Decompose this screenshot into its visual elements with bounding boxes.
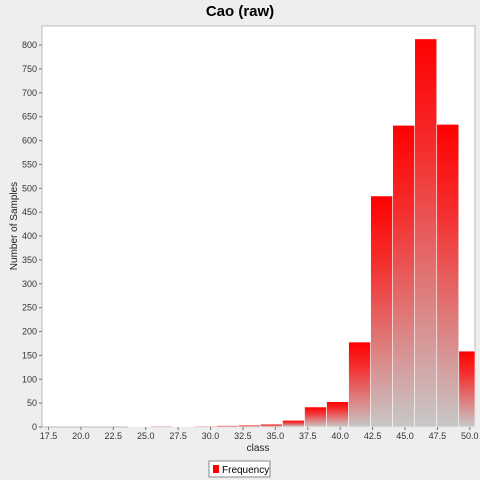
y-tick-label: 250 bbox=[22, 303, 37, 313]
y-axis-title: Number of Samples bbox=[9, 182, 20, 270]
y-tick-label: 100 bbox=[22, 374, 37, 384]
histogram-bar bbox=[171, 426, 195, 428]
y-tick-label: 750 bbox=[22, 64, 37, 74]
histogram-bar bbox=[194, 425, 217, 428]
y-tick-label: 550 bbox=[22, 159, 37, 169]
y-axis: 0 50 100 150 200 250 300 350 400 450 500 550 600 650 7… bbox=[22, 40, 42, 432]
histogram-bar bbox=[392, 124, 416, 428]
histogram-bar bbox=[216, 425, 239, 428]
x-tick-label: 22.5 bbox=[105, 431, 123, 441]
x-tick-label: 20.0 bbox=[72, 431, 90, 441]
histogram-bar bbox=[436, 124, 460, 428]
y-tick-label: 400 bbox=[22, 231, 37, 241]
bars-group bbox=[127, 38, 476, 428]
legend-swatch bbox=[213, 465, 219, 473]
x-tick-label: 25.0 bbox=[137, 431, 155, 441]
histogram-bar bbox=[238, 424, 261, 428]
y-tick-label: 200 bbox=[22, 327, 37, 337]
y-tick-label: 300 bbox=[22, 279, 37, 289]
y-tick-label: 350 bbox=[22, 255, 37, 265]
histogram-bar bbox=[282, 420, 305, 428]
x-tick-label: 37.5 bbox=[299, 431, 317, 441]
x-tick-label: 42.5 bbox=[364, 431, 382, 441]
legend: Frequency bbox=[208, 460, 271, 478]
y-tick-label: 450 bbox=[22, 207, 37, 217]
histogram-bar bbox=[370, 195, 393, 428]
y-tick-label: 700 bbox=[22, 88, 37, 98]
y-tick-label: 600 bbox=[22, 136, 37, 146]
histogram-bar bbox=[127, 426, 151, 428]
x-axis-title: class bbox=[247, 443, 270, 454]
x-tick-label: 40.0 bbox=[331, 431, 349, 441]
y-tick-label: 650 bbox=[22, 112, 37, 122]
x-tick-label: 50.0 bbox=[461, 431, 479, 441]
histogram-bar bbox=[348, 341, 371, 428]
histogram-bar bbox=[414, 38, 438, 428]
x-tick-label: 35.0 bbox=[267, 431, 285, 441]
x-tick-label: 47.5 bbox=[429, 431, 447, 441]
y-tick-label: 800 bbox=[22, 40, 37, 50]
x-tick-label: 30.0 bbox=[202, 431, 220, 441]
x-tick-label: 27.5 bbox=[169, 431, 187, 441]
histogram-bar bbox=[260, 423, 283, 428]
x-tick-label: 32.5 bbox=[234, 431, 252, 441]
y-tick-label: 0 bbox=[32, 422, 37, 432]
x-tick-label: 45.0 bbox=[396, 431, 414, 441]
legend-label: Frequency bbox=[222, 465, 269, 476]
histogram-bar bbox=[458, 350, 476, 428]
histogram-bar bbox=[149, 425, 173, 428]
y-tick-label: 50 bbox=[27, 398, 37, 408]
histogram-bar bbox=[326, 401, 349, 428]
histogram-bar bbox=[304, 406, 327, 428]
y-tick-label: 500 bbox=[22, 183, 37, 193]
x-axis: 17.5 20.0 22.5 25.0 27.5 30.0 32.5 35.0 37.5 40.0… bbox=[40, 427, 479, 441]
y-tick-label: 150 bbox=[22, 350, 37, 360]
legend-box bbox=[208, 460, 271, 478]
chart-title: Cao (raw) bbox=[206, 3, 274, 20]
x-tick-label: 17.5 bbox=[40, 431, 58, 441]
